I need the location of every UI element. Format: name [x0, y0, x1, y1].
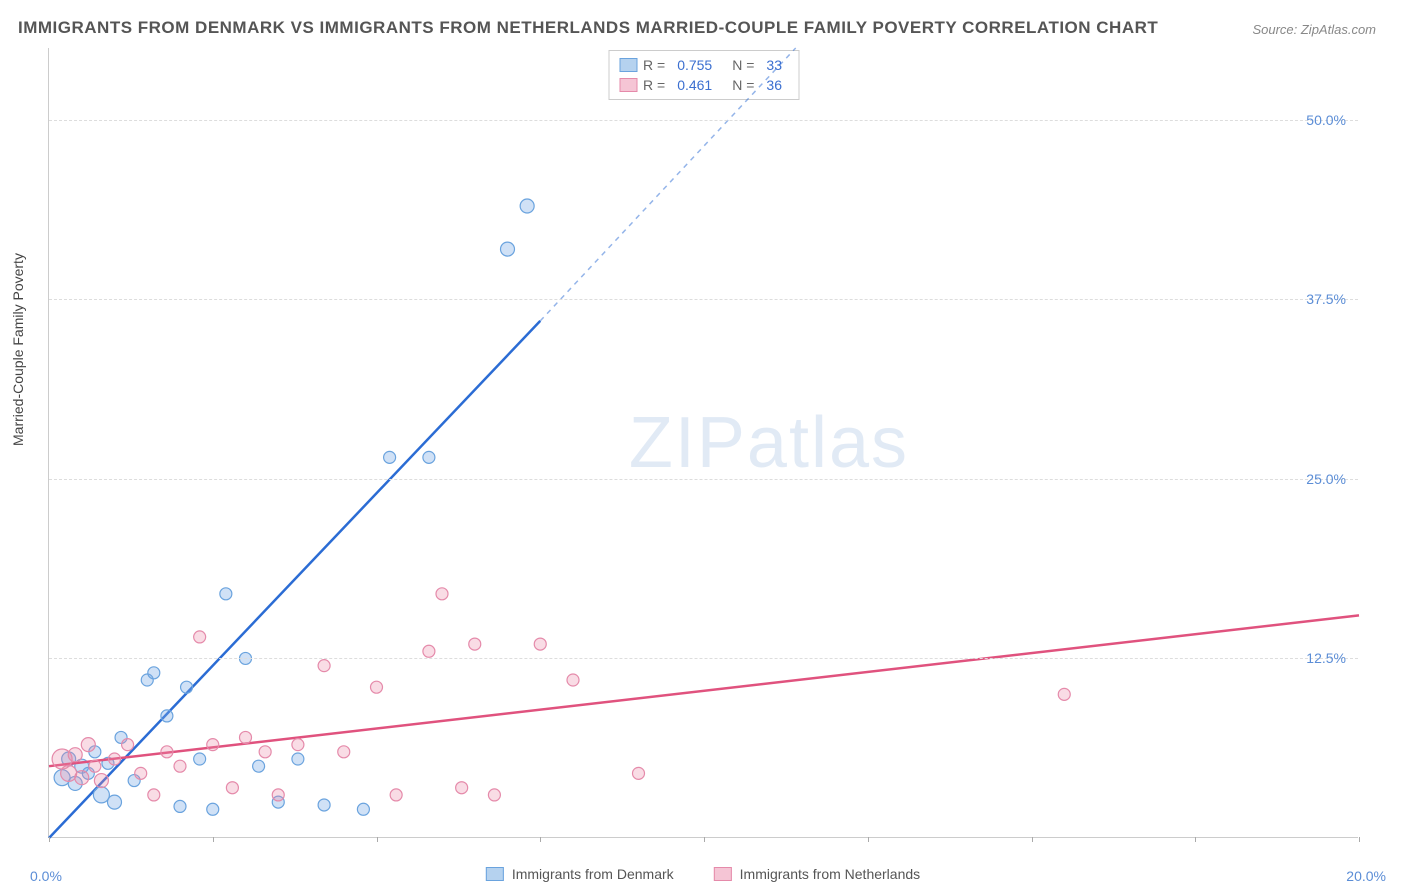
legend-swatch: [486, 867, 504, 881]
scatter-plot: [49, 48, 1358, 837]
data-point: [488, 789, 500, 801]
data-point: [456, 782, 468, 794]
data-point: [423, 451, 435, 463]
data-point: [423, 645, 435, 657]
data-point: [135, 767, 147, 779]
data-point: [194, 753, 206, 765]
data-point: [338, 746, 350, 758]
data-point: [371, 681, 383, 693]
data-point: [226, 782, 238, 794]
data-point: [292, 753, 304, 765]
data-point: [1058, 688, 1070, 700]
gridline-h: [49, 479, 1358, 480]
gridline-h: [49, 120, 1358, 121]
series-name: Immigrants from Netherlands: [740, 866, 921, 882]
data-point: [207, 739, 219, 751]
y-axis-label: Married-Couple Family Poverty: [10, 253, 26, 446]
series-legend-item: Immigrants from Netherlands: [714, 866, 921, 882]
chart-title: IMMIGRANTS FROM DENMARK VS IMMIGRANTS FR…: [18, 18, 1158, 38]
data-point: [61, 765, 77, 781]
regression-line-extrapolated: [540, 48, 795, 321]
data-point: [174, 800, 186, 812]
data-point: [318, 799, 330, 811]
data-point: [161, 746, 173, 758]
data-point: [174, 760, 186, 772]
data-point: [436, 588, 448, 600]
x-tick: [868, 837, 869, 842]
data-point: [75, 771, 89, 785]
data-point: [220, 588, 232, 600]
x-tick: [49, 837, 50, 842]
data-point: [122, 739, 134, 751]
data-point: [292, 739, 304, 751]
y-tick-label: 25.0%: [1306, 471, 1346, 487]
data-point: [501, 242, 515, 256]
data-point: [81, 738, 95, 752]
series-legend: Immigrants from Denmark Immigrants from N…: [486, 866, 920, 882]
data-point: [534, 638, 546, 650]
data-point: [567, 674, 579, 686]
data-point: [390, 789, 402, 801]
series-name: Immigrants from Denmark: [512, 866, 674, 882]
x-axis-max-label: 20.0%: [1346, 868, 1386, 884]
chart-area: ZIPatlas R =0.755N =33R =0.461N =36 12.5…: [48, 48, 1358, 838]
data-point: [148, 667, 160, 679]
data-point: [68, 748, 82, 762]
x-tick: [704, 837, 705, 842]
legend-swatch: [714, 867, 732, 881]
data-point: [89, 760, 101, 772]
data-point: [520, 199, 534, 213]
series-legend-item: Immigrants from Denmark: [486, 866, 674, 882]
source-label: Source: ZipAtlas.com: [1252, 22, 1376, 37]
x-tick: [377, 837, 378, 842]
data-point: [194, 631, 206, 643]
data-point: [93, 787, 109, 803]
data-point: [148, 789, 160, 801]
x-tick: [213, 837, 214, 842]
data-point: [109, 753, 121, 765]
data-point: [259, 746, 271, 758]
data-point: [161, 710, 173, 722]
gridline-h: [49, 299, 1358, 300]
x-tick: [1195, 837, 1196, 842]
x-tick: [540, 837, 541, 842]
data-point: [108, 795, 122, 809]
data-point: [469, 638, 481, 650]
x-tick: [1359, 837, 1360, 842]
data-point: [240, 731, 252, 743]
data-point: [94, 774, 108, 788]
data-point: [207, 803, 219, 815]
data-point: [181, 681, 193, 693]
data-point: [357, 803, 369, 815]
data-point: [253, 760, 265, 772]
x-axis-min-label: 0.0%: [30, 868, 62, 884]
x-tick: [1032, 837, 1033, 842]
data-point: [272, 789, 284, 801]
y-tick-label: 37.5%: [1306, 291, 1346, 307]
y-tick-label: 12.5%: [1306, 650, 1346, 666]
data-point: [633, 767, 645, 779]
y-tick-label: 50.0%: [1306, 112, 1346, 128]
data-point: [384, 451, 396, 463]
data-point: [318, 660, 330, 672]
gridline-h: [49, 658, 1358, 659]
